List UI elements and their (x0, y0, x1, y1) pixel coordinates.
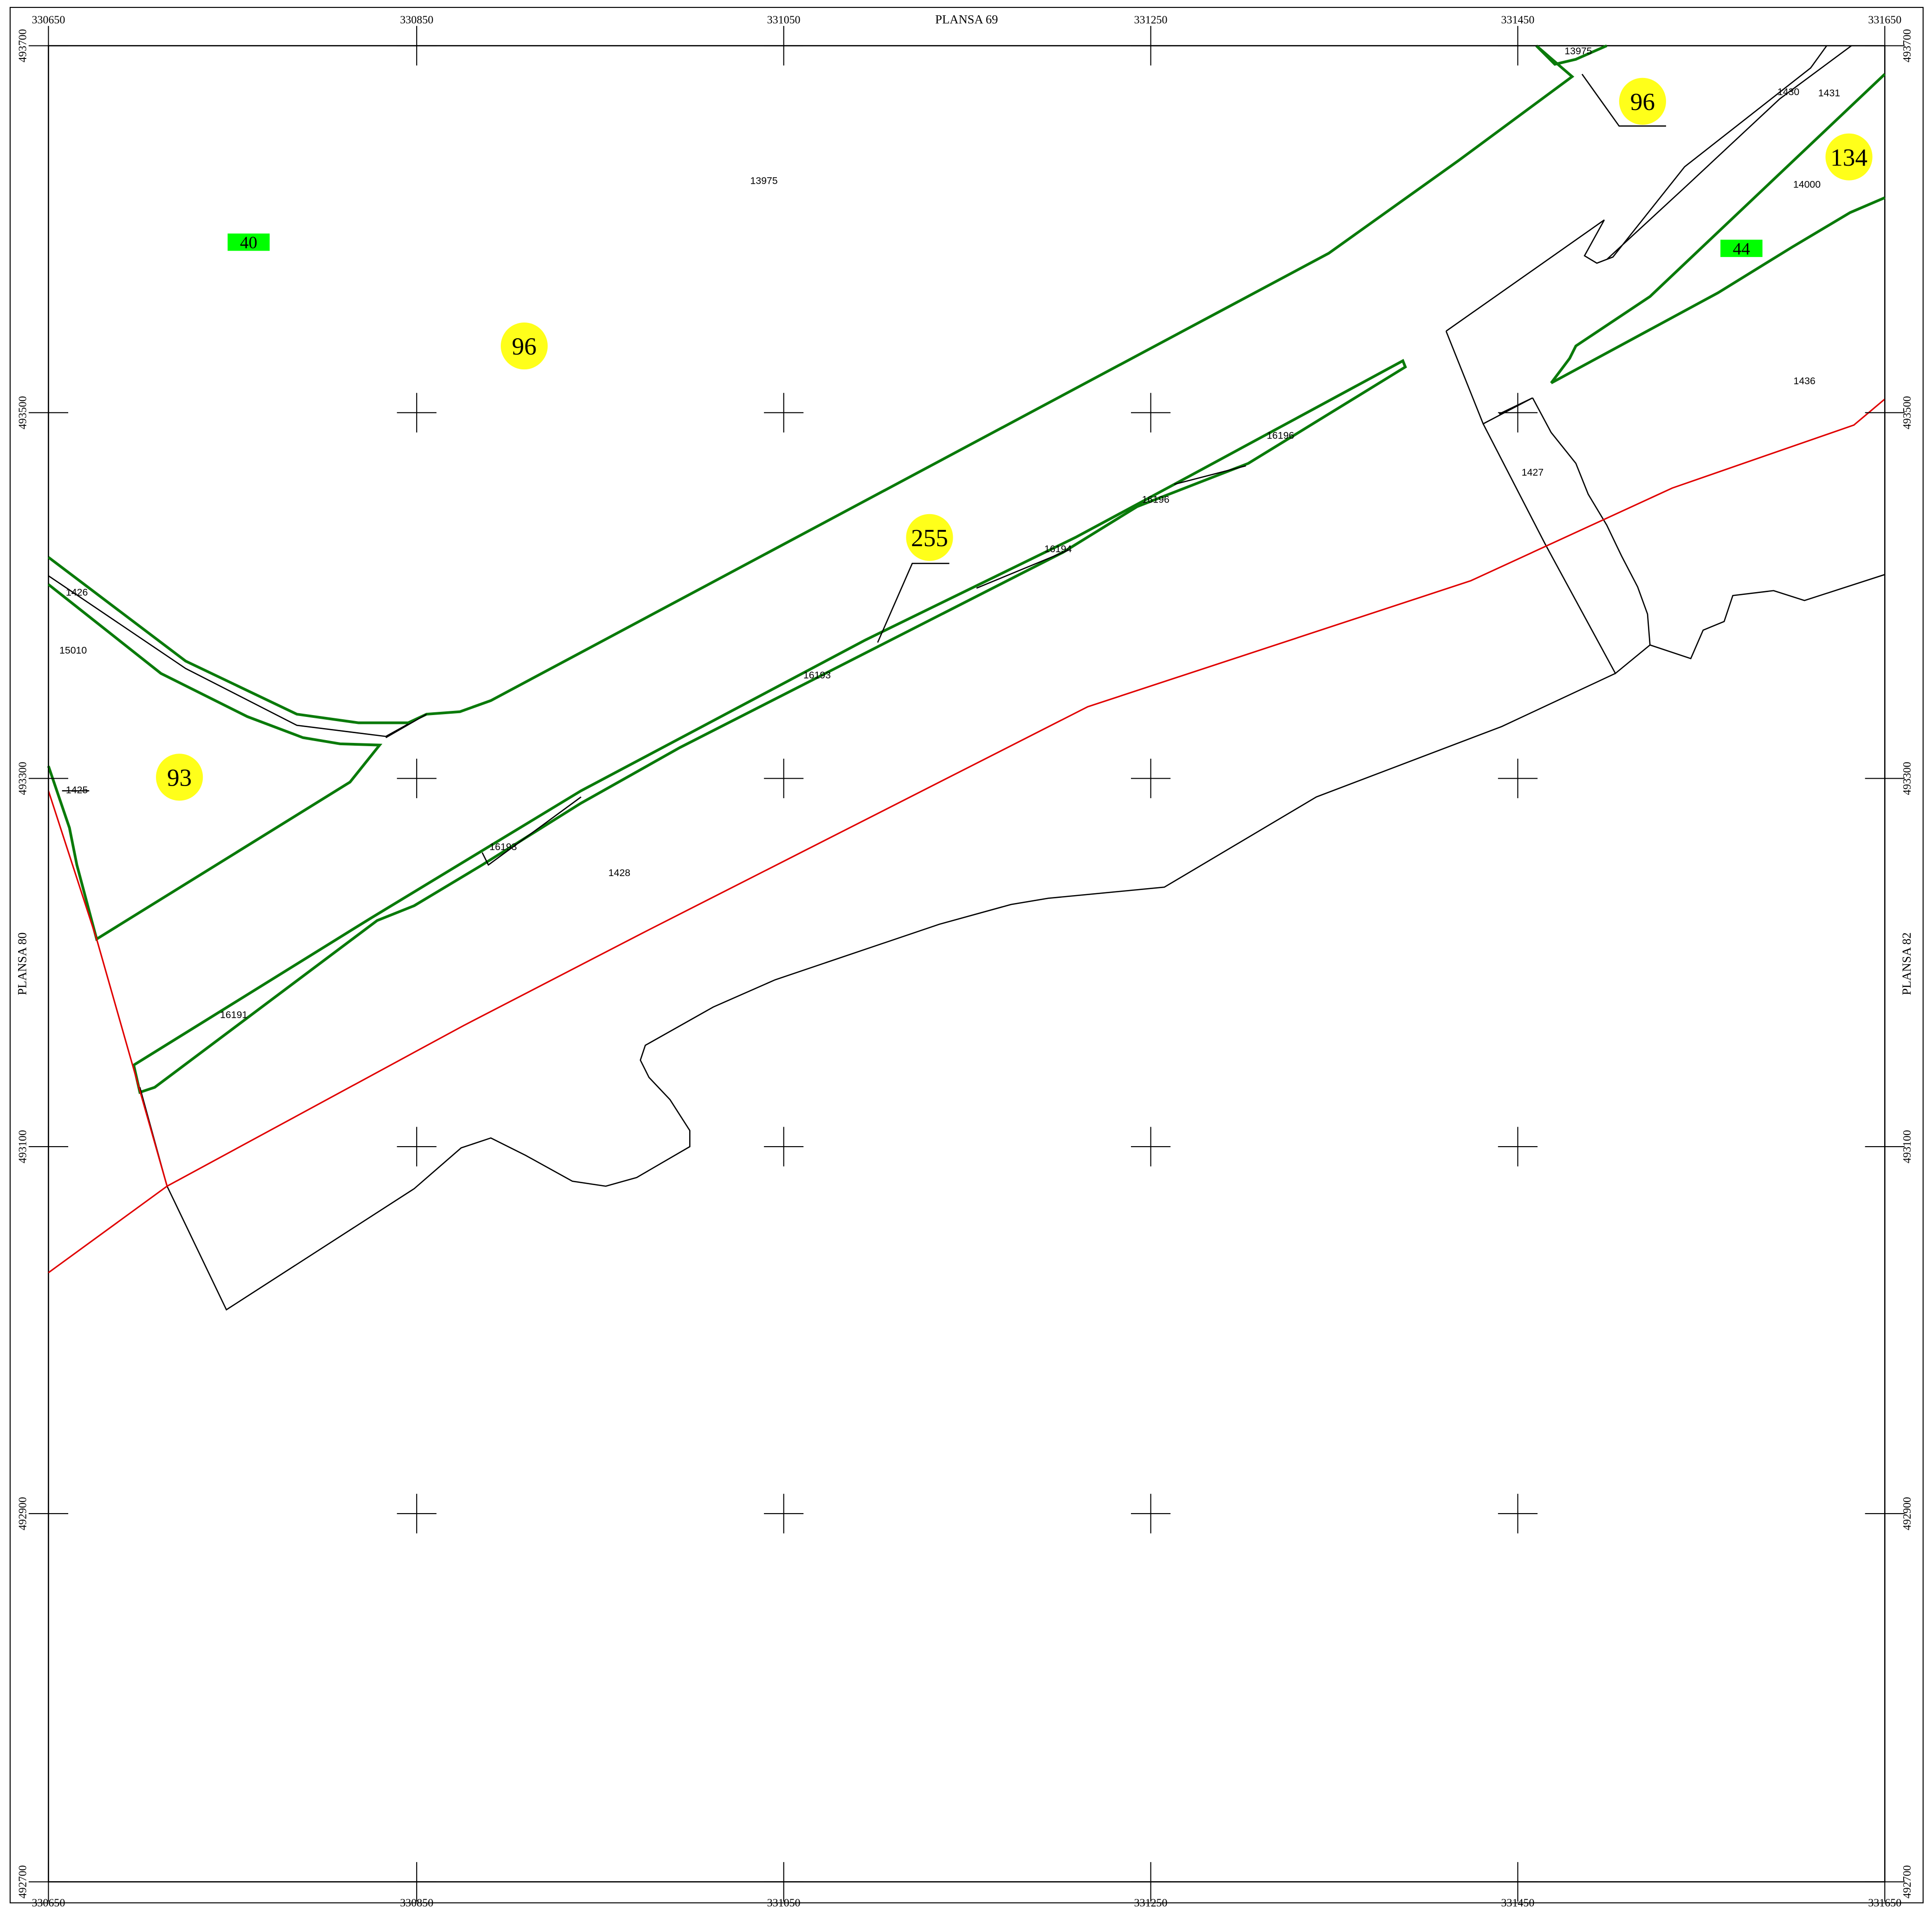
area-label: 96 (1630, 88, 1655, 116)
grid (28, 26, 1905, 1902)
x-coordinate: 331250 (1134, 14, 1168, 26)
parcel-number: 1425 (66, 785, 88, 796)
area-marker (156, 754, 203, 801)
x-coordinate: 331650 (1868, 14, 1901, 26)
area-label: 96 (512, 333, 536, 360)
strip-parcel (132, 359, 1407, 1094)
x-coordinate: 331450 (1501, 14, 1535, 26)
parcel-boundary (481, 465, 1246, 866)
parcel-number: 13975 (750, 175, 778, 187)
x-coordinate: 331250 (1134, 1897, 1168, 1909)
green-label: 40 (240, 233, 257, 252)
green-marker (1720, 239, 1763, 257)
parcel-number: 1430 (1777, 86, 1800, 97)
boundaries (47, 44, 1886, 1311)
area-label: 93 (167, 764, 192, 792)
y-coordinate: 493300 (17, 762, 29, 795)
x-coordinate: 331650 (1868, 1897, 1901, 1909)
parcel-number: 16196 (1142, 494, 1170, 505)
y-coordinate: 493500 (1901, 396, 1913, 429)
y-coordinate: 493300 (1901, 762, 1913, 795)
sheet-label: PLANSA 82 (1900, 932, 1913, 995)
parcel-number: 13975 (1564, 45, 1592, 57)
y-coordinate: 492700 (17, 1865, 29, 1898)
parcel-number: 1428 (608, 867, 630, 878)
area-marker (500, 322, 548, 370)
y-coordinate: 492700 (1901, 1865, 1913, 1898)
x-coordinate: 330850 (400, 14, 433, 26)
parcel-number: 1431 (1818, 88, 1840, 99)
area-marker (1619, 77, 1666, 125)
y-coordinate: 492900 (1901, 1497, 1913, 1530)
parcel-number: 16194 (1044, 543, 1072, 555)
green-label: 44 (1733, 240, 1751, 259)
sheet-label: PLANSA 80 (15, 932, 29, 995)
x-coordinate: 331050 (767, 14, 801, 26)
parcel-boundary (48, 575, 408, 737)
y-coordinate: 493100 (1901, 1130, 1913, 1163)
green-marker (227, 233, 270, 251)
parcel-boundary (47, 583, 382, 942)
parcel-number: 16191 (220, 1009, 247, 1020)
outer-frame (9, 6, 1924, 1903)
area-marker (906, 514, 953, 561)
y-coordinate: 493100 (17, 1130, 29, 1163)
parcel-number: 15010 (59, 645, 87, 656)
parcel-boundary (385, 45, 1852, 738)
x-coordinate: 331450 (1501, 1897, 1535, 1909)
x-coordinate: 330850 (400, 1897, 433, 1909)
parcel-boundary (1535, 44, 1886, 385)
y-coordinate: 493700 (17, 29, 29, 63)
parcel-number: 16193 (490, 841, 517, 852)
area-label: 134 (1830, 144, 1867, 171)
road-boundary (47, 45, 1575, 724)
x-coordinate: 330650 (32, 1897, 65, 1909)
y-coordinate: 492900 (17, 1497, 29, 1530)
leader-line (62, 73, 1666, 792)
y-coordinate: 493500 (17, 396, 29, 429)
parcel-number: 1427 (1522, 467, 1544, 478)
parcel-number: 14000 (1793, 179, 1821, 190)
x-coordinate: 330650 (32, 14, 65, 26)
parcel-number: 1436 (1794, 375, 1816, 387)
y-coordinate: 493700 (1901, 29, 1913, 63)
parcel-number: 16193 (803, 670, 831, 681)
parcel-boundary (139, 673, 1616, 1311)
parcel-boundary (1445, 331, 1885, 675)
parcel-number: 16196 (1267, 430, 1294, 441)
labels: PLANSA 69 PLANSA 80 PLANSA 82 330650 3306… (15, 13, 1913, 1909)
x-coordinate: 331050 (767, 1897, 801, 1909)
area-label: 255 (911, 524, 948, 552)
red-boundary (47, 398, 1886, 1273)
sheet-label: PLANSA 69 (935, 13, 998, 26)
map-frame (48, 45, 1886, 1883)
area-marker (1825, 133, 1873, 181)
parcel-number: 1426 (66, 587, 88, 598)
